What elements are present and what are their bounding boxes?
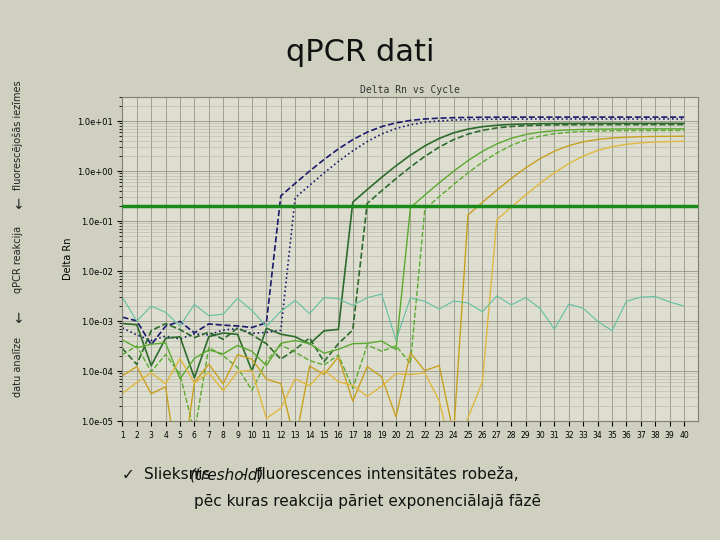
Text: ✓: ✓ [122, 467, 140, 482]
Text: fluorescējošās iezīmes: fluorescējošās iezīmes [13, 80, 23, 190]
Title: Delta Rn vs Cycle: Delta Rn vs Cycle [361, 85, 460, 95]
Text: (treshold): (treshold) [189, 467, 264, 482]
Text: qPCR reakcija: qPCR reakcija [13, 226, 23, 293]
Text: ↓: ↓ [12, 198, 24, 212]
Text: -  fluorescences intensitātes robeža,: - fluorescences intensitātes robeža, [236, 467, 519, 482]
Text: qPCR dati: qPCR dati [286, 38, 434, 67]
Text: datu analīze: datu analīze [13, 337, 23, 397]
Text: Slieksnis: Slieksnis [144, 467, 215, 482]
Text: pēc kuras reakcija pāriet exponenciālajā fāzē: pēc kuras reakcija pāriet exponenciālajā… [194, 494, 541, 509]
Y-axis label: Delta Rn: Delta Rn [63, 238, 73, 280]
Text: ↓: ↓ [12, 312, 24, 326]
